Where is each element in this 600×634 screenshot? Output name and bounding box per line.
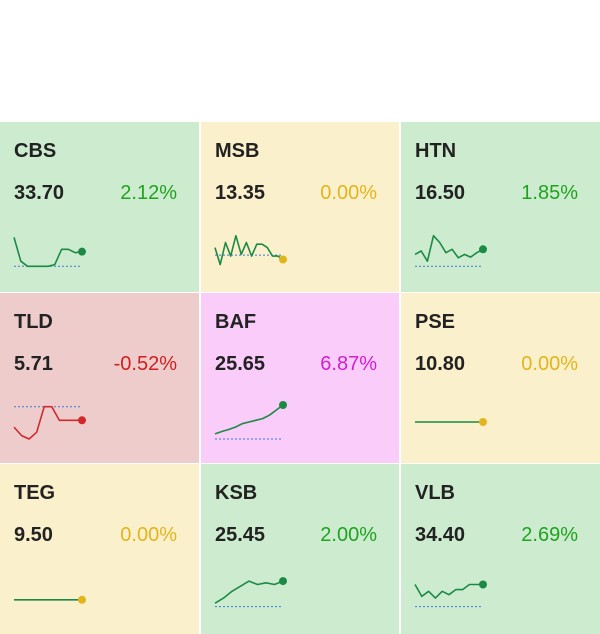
stock-tile-baf[interactable]: BAF 25.65 6.87% [201, 293, 399, 463]
price-line [214, 404, 284, 435]
sparkline-chart [214, 577, 287, 608]
stock-symbol: KSB [215, 482, 258, 504]
stock-tile-ksb[interactable]: KSB 25.45 2.00% [201, 464, 399, 634]
price-line [13, 405, 82, 440]
last-price-dot [279, 255, 287, 264]
price-line [13, 237, 83, 268]
price-line [414, 234, 484, 263]
stock-symbol: TEG [14, 482, 56, 504]
stock-change-percent: 2.00% [320, 524, 377, 546]
sparkline-chart [414, 580, 487, 608]
stock-change-percent: 0.00% [120, 524, 177, 546]
stock-price: 33.70 [14, 182, 65, 204]
stock-price: 16.50 [415, 182, 466, 204]
stock-price: 34.40 [415, 524, 466, 546]
stock-price: 10.80 [415, 353, 466, 375]
stock-change-percent: -0.52% [113, 353, 177, 375]
sparkline-chart [214, 401, 287, 440]
stock-change-percent: 1.85% [521, 182, 578, 204]
stock-change-percent: 6.87% [320, 353, 377, 375]
sparkline-chart [414, 234, 487, 267]
sparkline-chart [13, 405, 86, 440]
stock-tile-cbs[interactable]: CBS 33.70 2.12% [0, 122, 199, 292]
stock-price: 5.71 [14, 353, 53, 375]
price-line [214, 234, 284, 266]
stock-tile-teg[interactable]: TEG 9.50 0.00% [0, 464, 199, 634]
sparkline-chart [14, 595, 86, 604]
stock-tile-vlb[interactable]: VLB 34.40 2.69% [401, 464, 600, 634]
stock-symbol: HTN [415, 140, 457, 162]
stock-change-percent: 0.00% [521, 353, 578, 375]
stock-symbol: PSE [415, 311, 456, 333]
stock-change-percent: 2.12% [120, 182, 177, 204]
stock-price: 25.45 [215, 524, 266, 546]
last-price-dot [479, 245, 487, 254]
sparkline-chart [214, 234, 287, 266]
price-line [214, 580, 284, 604]
sparkline-chart [13, 237, 86, 268]
stock-price: 9.50 [14, 524, 53, 546]
last-price-dot [479, 418, 487, 426]
stock-symbol: MSB [215, 140, 260, 162]
stock-symbol: VLB [415, 482, 455, 504]
stock-heatmap-grid: 11.701.74%13.800.00%9.604.35%CBS33.702.1… [0, 122, 600, 634]
sparkline-chart [415, 418, 487, 426]
stock-symbol: TLD [14, 311, 53, 333]
last-price-dot [78, 247, 86, 256]
stock-change-percent: 2.69% [521, 524, 578, 546]
last-price-dot [78, 416, 86, 425]
price-line [414, 583, 483, 599]
stock-tile-tld[interactable]: TLD 5.71 -0.52% [0, 293, 199, 463]
stock-tile-pse[interactable]: PSE 10.80 0.00% [401, 293, 600, 463]
stock-change-percent: 0.00% [320, 182, 377, 204]
last-price-dot [479, 580, 487, 589]
stock-tile-htn[interactable]: HTN 16.50 1.85% [401, 122, 600, 292]
last-price-dot [279, 577, 287, 586]
stock-price: 13.35 [215, 182, 266, 204]
last-price-dot [279, 401, 287, 409]
stock-symbol: CBS [14, 140, 57, 162]
stock-symbol: BAF [215, 311, 257, 333]
stock-tile-msb[interactable]: MSB 13.35 0.00% [201, 122, 399, 292]
stock-price: 25.65 [215, 353, 266, 375]
